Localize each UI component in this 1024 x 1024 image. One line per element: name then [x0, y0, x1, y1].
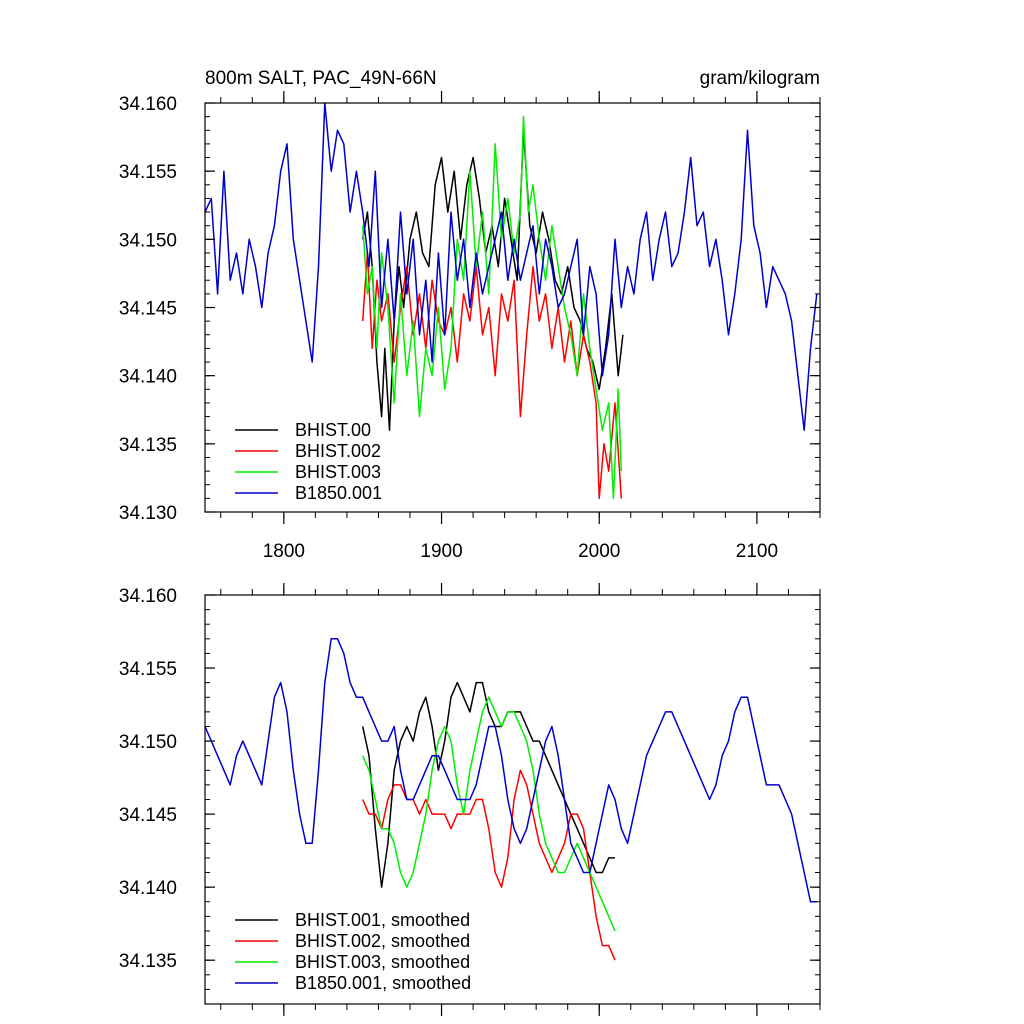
legend-label: BHIST.002 [295, 441, 381, 461]
ytick-label: 34.135 [119, 951, 177, 972]
bottom-panel: 34.135 34.140 34.145 34.150 34.155 34.160 BHI… [119, 583, 821, 1016]
series-line-top-0 [361, 129, 624, 431]
ytick-label: 34.155 [119, 162, 177, 183]
xtick-label: 1800 [263, 541, 305, 562]
top-panel: 800m SALT, PAC_49N-66N gram/kilogram 34.… [119, 68, 821, 562]
ytick-label: 34.130 [119, 503, 177, 524]
xtick-label: 2000 [578, 541, 620, 562]
series-line-bottom-0 [361, 681, 615, 888]
ytick-label: 34.155 [119, 659, 177, 680]
legend-label: BHIST.001, smoothed [295, 910, 470, 930]
series-line-bottom-2 [362, 696, 616, 932]
ytick-label: 34.140 [119, 878, 177, 899]
bottom-axes: 34.135 34.140 34.145 34.150 34.155 34.160 [119, 583, 821, 1016]
ytick-label: 34.150 [119, 230, 177, 251]
series-line-bottom-1 [362, 769, 616, 961]
series-line-top-3 [204, 102, 818, 431]
units-label: gram/kilogram [700, 68, 820, 89]
ytick-label: 34.135 [119, 435, 177, 456]
legend-label: B1850.001 [295, 483, 382, 503]
ytick-label: 34.160 [119, 94, 177, 115]
ytick-label: 34.140 [119, 367, 177, 388]
xtick-label: 1900 [420, 541, 462, 562]
legend-label: BHIST.003, smoothed [295, 952, 470, 972]
series-line-bottom-3 [204, 638, 817, 903]
top-axes: 34.130 34.135 34.140 34.145 34.150 34.155 34.1… [119, 91, 821, 562]
ytick-label: 34.145 [119, 805, 177, 826]
ytick-label: 34.160 [119, 586, 177, 607]
legend-label: BHIST.002, smoothed [295, 931, 470, 951]
series-line-top-2 [361, 115, 623, 500]
ytick-label: 34.145 [119, 299, 177, 320]
legend-label: B1850.001, smoothed [295, 973, 471, 993]
xtick-label: 2100 [736, 541, 778, 562]
bottom-series-group [204, 638, 817, 961]
chart-title: 800m SALT, PAC_49N-66N [205, 68, 437, 89]
top-series-group [204, 102, 818, 500]
legend-label: BHIST.00 [295, 420, 371, 440]
ytick-label: 34.150 [119, 732, 177, 753]
legend-label: BHIST.003 [295, 462, 381, 482]
